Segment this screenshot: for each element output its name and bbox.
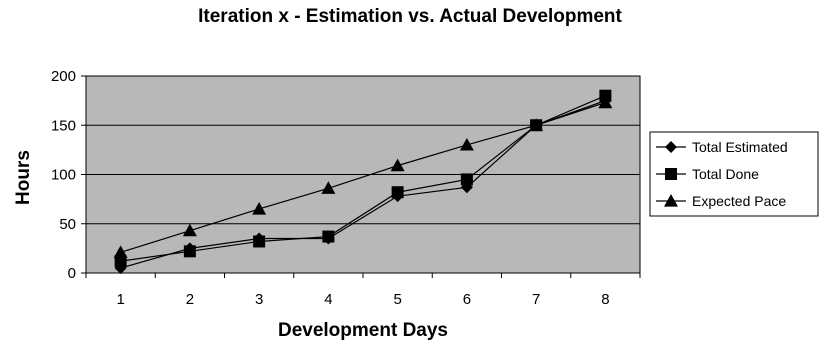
x-tick-label: 4 (324, 291, 332, 308)
data-point (252, 201, 267, 215)
plot-area: 0 50 100 150 200 1 2 3 4 5 6 7 8 (51, 68, 641, 308)
data-point (390, 158, 405, 172)
data-point (322, 230, 335, 243)
chart-title: Iteration x - Estimation vs. Actual Deve… (198, 6, 622, 27)
x-tick-label: 6 (463, 291, 471, 308)
y-tick-label: 200 (51, 68, 76, 85)
legend-label: Total Estimated (692, 139, 788, 155)
data-point (459, 137, 474, 151)
series-line (120, 95, 606, 262)
data-point (598, 95, 613, 109)
series-line (120, 100, 606, 269)
data-point (183, 245, 196, 258)
legend-label: Total Done (692, 166, 759, 182)
y-tick-label: 50 (59, 216, 76, 233)
data-point (321, 181, 336, 194)
x-tick-label: 7 (532, 291, 540, 308)
legend-marker (665, 141, 677, 153)
y-axis-label: Hours (13, 150, 34, 205)
data-point (253, 235, 266, 248)
data-point (182, 223, 197, 237)
y-tick-label: 150 (51, 117, 76, 134)
data-point (529, 118, 544, 131)
x-tick-label: 1 (116, 291, 124, 308)
x-axis-label: Development Days (277, 320, 448, 341)
data-point (114, 255, 127, 268)
legend-marker (664, 194, 678, 207)
data-point (391, 186, 404, 199)
x-tick-label: 5 (393, 291, 401, 308)
legend-marker (665, 168, 677, 180)
x-tick-label: 8 (601, 291, 609, 308)
legend-label: Expected Pace (692, 193, 786, 209)
x-tick-label: 3 (255, 291, 263, 308)
y-tick-label: 0 (68, 265, 76, 282)
series-line (120, 102, 606, 253)
x-tick-label: 2 (186, 291, 194, 308)
legend: Total Estimated Total Done Expected Pace (649, 131, 819, 217)
data-point (460, 173, 473, 186)
y-tick-label: 100 (51, 167, 76, 184)
data-point (113, 245, 128, 258)
